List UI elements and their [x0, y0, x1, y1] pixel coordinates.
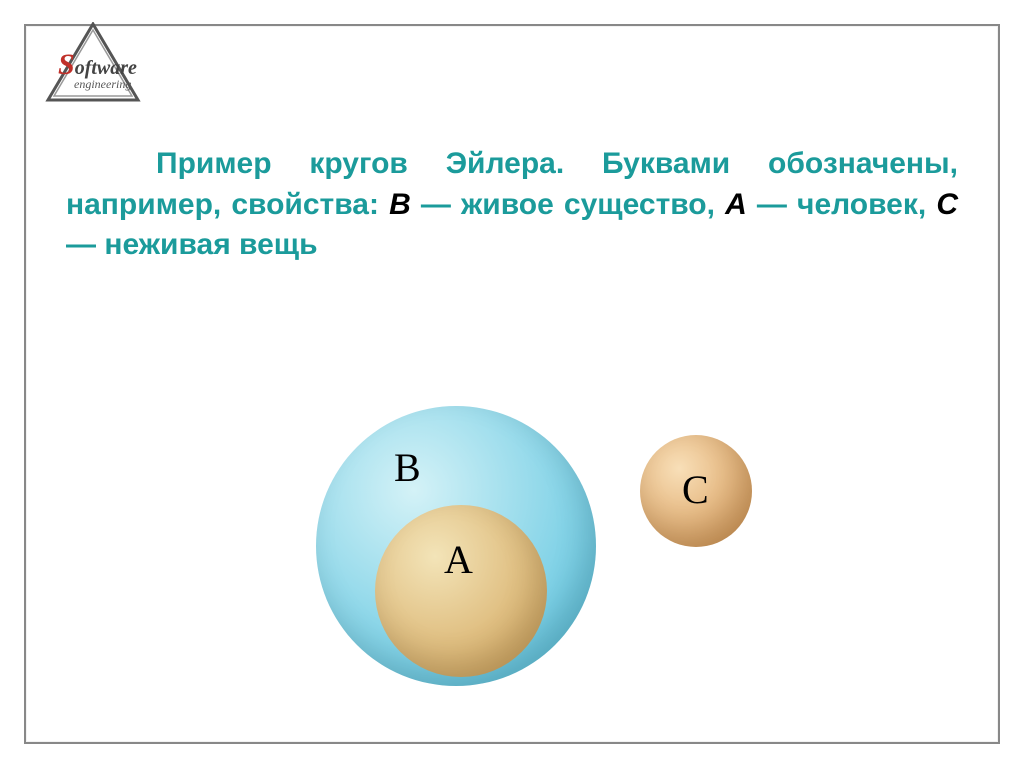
label-c: C — [682, 466, 709, 513]
software-engineering-logo: Software engineering — [38, 22, 148, 112]
svg-text:engineering: engineering — [74, 77, 131, 91]
label-a: A — [444, 536, 473, 583]
slide: Software engineering Пример кругов Эйлер… — [0, 0, 1024, 768]
desc-text-2: — живое существо, — [411, 188, 725, 221]
label-b: B — [394, 444, 421, 491]
desc-text-4: — неживая вещь — [66, 228, 318, 261]
desc-var-b: B — [389, 188, 411, 221]
desc-text-3: — человек, — [747, 188, 937, 221]
euler-diagram: BA C — [266, 376, 786, 716]
desc-var-c: C — [936, 188, 958, 221]
desc-var-a: A — [725, 188, 747, 221]
slide-frame: Software engineering Пример кругов Эйлер… — [24, 24, 1000, 744]
slide-description: Пример кругов Эйлера. Буквами обозначены… — [66, 144, 958, 266]
circle-a — [375, 505, 547, 677]
